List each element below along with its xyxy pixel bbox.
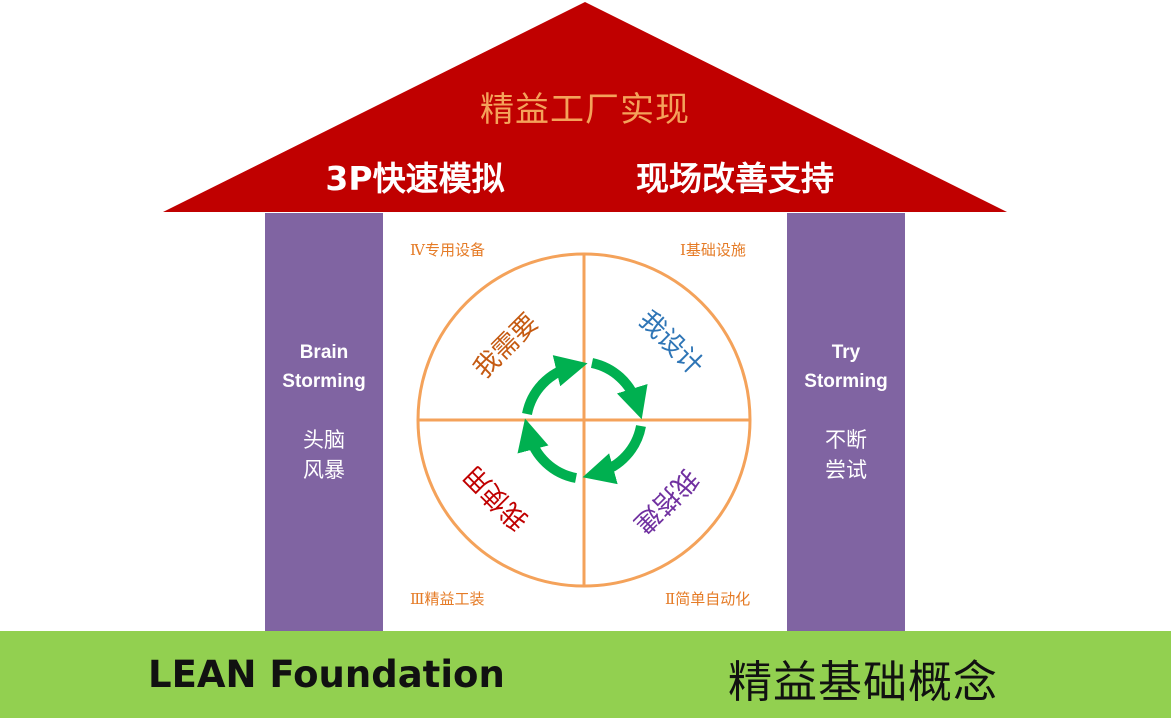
pillar-left-cn: 头脑 风暴 (265, 425, 383, 485)
arrow-top-left-icon (522, 355, 588, 416)
roof (163, 2, 1007, 212)
pillar-right-cn-line2: 尝试 (825, 458, 867, 482)
pillar-left: Brain Storming 头脑 风暴 (265, 213, 383, 631)
roof-title: 精益工厂实现 (480, 90, 690, 130)
pillar-right-en: Try Storming (787, 338, 905, 396)
foundation-cn-text: 精益基础概念 (728, 657, 998, 708)
pillar-right-en-line1: Try (831, 342, 861, 363)
corner-label-lean-tooling: Ⅲ精益工装 (410, 590, 485, 608)
arrow-top-right-icon (590, 358, 648, 420)
corner-label-infrastructure: Ⅰ基础设施 (680, 241, 746, 259)
pillar-left-cn-line2: 风暴 (303, 458, 345, 482)
pillar-left-en-line1: Brain (299, 342, 349, 363)
pillar-right-cn: 不断 尝试 (787, 425, 905, 485)
pillar-right: Try Storming 不断 尝试 (787, 213, 905, 631)
corner-label-simple-automation: Ⅱ简单自动化 (665, 590, 751, 608)
pillar-left-en: Brain Storming (265, 338, 383, 396)
arrow-bottom-right-icon (582, 424, 646, 485)
pillar-left-cn-line1: 头脑 (303, 428, 345, 452)
arrow-bottom-left-icon (517, 418, 578, 483)
corner-label-special-equipment: Ⅳ专用设备 (410, 241, 485, 259)
pillar-right-en-line2: Storming (804, 371, 888, 392)
pillar-left-en-line2: Storming (282, 371, 366, 392)
roof-left-text: 3P快速模拟 (325, 159, 505, 198)
pillar-right-cn-line1: 不断 (825, 428, 867, 452)
roof-triangle (163, 2, 1007, 212)
roof-right-text: 现场改善支持 (636, 159, 834, 198)
foundation-bar (0, 631, 1171, 718)
cycle-diagram: 我需要 我设计 我搭建 我使用 (416, 252, 752, 588)
foundation-en-text: LEAN Foundation (148, 653, 505, 696)
